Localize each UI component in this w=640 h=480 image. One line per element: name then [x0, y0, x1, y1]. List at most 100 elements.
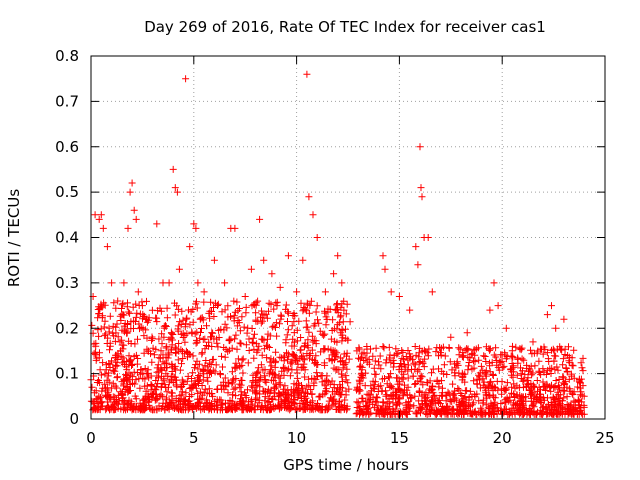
data-point: [193, 336, 200, 344]
data-point: [344, 336, 352, 344]
data-point: [210, 304, 217, 311]
x-tick-label: 10: [287, 429, 306, 447]
data-point: [117, 353, 125, 361]
data-point: [294, 387, 302, 394]
data-point: [120, 279, 128, 287]
data-point: [470, 399, 478, 407]
data-point: [132, 300, 140, 308]
data-point: [136, 384, 144, 392]
x-tick-label: 0: [86, 429, 96, 447]
data-point: [465, 359, 473, 366]
data-point: [337, 406, 345, 414]
data-point: [206, 314, 214, 322]
data-point: [231, 384, 239, 392]
data-point: [473, 390, 481, 398]
data-point: [580, 403, 588, 411]
data-point: [337, 358, 345, 366]
data-point: [439, 343, 447, 351]
data-point: [342, 359, 350, 367]
data-point: [130, 368, 138, 376]
data-point: [305, 375, 313, 383]
data-point: [320, 331, 328, 339]
data-point: [307, 297, 315, 305]
data-point: [176, 366, 184, 374]
data-point: [177, 321, 185, 328]
data-point: [464, 353, 472, 361]
data-point: [205, 342, 213, 350]
data-point: [322, 387, 330, 395]
data-point: [165, 336, 173, 344]
data-point: [449, 405, 457, 413]
data-point: [207, 333, 214, 341]
data-point: [262, 341, 270, 349]
data-point: [133, 309, 141, 317]
data-point: [102, 330, 110, 338]
data-point: [224, 389, 232, 397]
data-point: [378, 387, 386, 395]
data-point: [238, 356, 246, 364]
data-point: [182, 75, 190, 83]
data-point: [486, 345, 494, 353]
data-point: [537, 345, 545, 353]
data-point: [567, 370, 575, 378]
data-point: [365, 360, 373, 368]
data-point: [252, 376, 260, 384]
data-point: [120, 311, 128, 319]
data-point: [442, 397, 450, 405]
data-point: [176, 318, 184, 326]
data-point: [333, 349, 341, 357]
data-point: [272, 348, 280, 356]
data-point: [254, 369, 262, 377]
data-point: [152, 386, 160, 394]
data-point: [381, 265, 389, 273]
data-point: [297, 392, 305, 400]
data-point: [96, 366, 104, 374]
data-point: [477, 362, 485, 370]
data-point: [263, 354, 271, 362]
data-point: [436, 409, 444, 417]
data-point: [119, 345, 127, 353]
data-point: [100, 323, 108, 331]
data-point: [97, 325, 105, 333]
data-point: [461, 407, 469, 415]
data-point: [218, 352, 225, 360]
data-point: [406, 306, 414, 314]
data-point: [503, 379, 511, 387]
data-point: [450, 396, 458, 404]
x-tick-label: 20: [493, 429, 512, 447]
data-point: [200, 288, 208, 296]
data-point: [500, 362, 508, 370]
data-point: [268, 362, 276, 370]
data-point: [206, 390, 213, 398]
data-point: [101, 301, 109, 309]
data-point: [137, 366, 145, 374]
data-point: [284, 326, 292, 334]
data-point: [169, 331, 177, 338]
data-point: [243, 329, 251, 337]
data-point: [574, 383, 582, 391]
data-point: [494, 302, 502, 310]
x-tick-label: 25: [595, 429, 614, 447]
data-point: [579, 367, 587, 375]
data-point: [398, 354, 406, 362]
data-point: [551, 383, 559, 391]
data-point: [300, 360, 308, 368]
data-point: [563, 383, 571, 391]
data-point: [255, 377, 263, 385]
grid-layer: [91, 56, 605, 419]
data-point: [132, 318, 139, 325]
data-point: [95, 392, 103, 400]
data-point: [186, 321, 194, 329]
data-point: [257, 361, 265, 369]
data-point: [491, 394, 499, 402]
data-point: [230, 312, 238, 320]
data-point: [161, 406, 169, 414]
data-point: [404, 347, 412, 354]
data-point: [280, 385, 287, 393]
data-point: [411, 380, 419, 388]
data-point: [306, 354, 313, 362]
data-point: [233, 402, 240, 410]
data-point: [159, 399, 167, 407]
data-point: [93, 354, 101, 362]
data-point: [198, 350, 206, 358]
